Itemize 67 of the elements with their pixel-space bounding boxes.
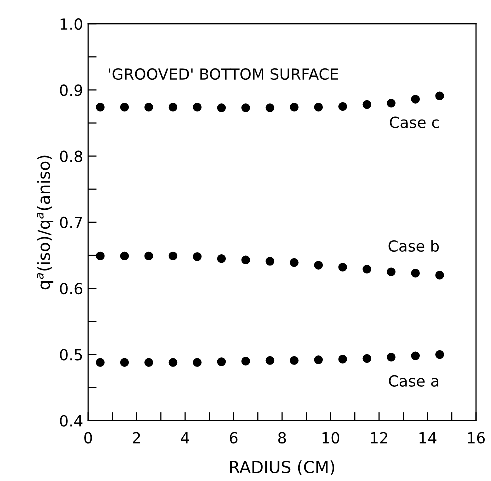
point xyxy=(242,356,250,366)
x-axis-title: RADIUS (CM) xyxy=(230,460,334,476)
point xyxy=(144,103,154,112)
point xyxy=(436,92,444,101)
point xyxy=(168,103,178,112)
point xyxy=(387,268,396,276)
x-tick-label: 2 xyxy=(133,432,140,444)
point xyxy=(338,102,348,112)
point xyxy=(120,103,130,112)
point xyxy=(290,103,299,112)
point xyxy=(436,350,444,360)
x-tick-label: 6 xyxy=(230,432,238,444)
y-tick-label: 0.4 xyxy=(60,415,83,427)
point xyxy=(290,356,299,366)
point xyxy=(242,256,250,265)
point xyxy=(387,99,396,108)
point xyxy=(436,271,444,280)
point xyxy=(362,100,372,110)
x-tick-label: 14 xyxy=(420,432,437,444)
point xyxy=(242,104,250,112)
point xyxy=(193,103,202,112)
point xyxy=(96,358,105,368)
point xyxy=(144,358,154,368)
series-label: Case c xyxy=(390,116,439,128)
point xyxy=(266,257,275,266)
point xyxy=(314,261,324,270)
x-tick-label: 10 xyxy=(322,432,340,444)
point xyxy=(411,352,420,360)
point xyxy=(290,258,299,268)
point xyxy=(411,95,420,104)
point xyxy=(314,103,324,112)
y-tick-label: 1.0 xyxy=(60,18,83,30)
y-tick-label: 0.9 xyxy=(60,84,82,96)
x-tick-label: 0 xyxy=(84,432,92,444)
point xyxy=(217,254,226,264)
y-axis-title: q$^{a}$(iso)/q$^{a}$(aniso) xyxy=(37,156,54,290)
x-tick-label: 12 xyxy=(371,432,388,444)
point xyxy=(266,104,275,112)
y-tick-label: 0.5 xyxy=(60,349,82,361)
annotation: 'GROOVED' BOTTOM SURFACE xyxy=(109,68,338,80)
y-tick-label: 0.7 xyxy=(60,216,82,228)
x-tick-label: 4 xyxy=(181,432,190,444)
series-label: Case a xyxy=(389,375,439,387)
point xyxy=(314,356,324,364)
point xyxy=(362,354,372,364)
point xyxy=(217,104,226,112)
point xyxy=(338,263,348,272)
point xyxy=(168,358,178,368)
point xyxy=(193,358,202,368)
point xyxy=(266,356,275,366)
point xyxy=(411,269,420,278)
x-tick-label: 16 xyxy=(468,432,486,444)
x-tick-label: 8 xyxy=(278,432,286,444)
point xyxy=(144,252,154,261)
point xyxy=(96,252,105,261)
point xyxy=(120,358,130,368)
point xyxy=(362,265,372,274)
point xyxy=(217,358,226,366)
series-label: Case b xyxy=(388,240,440,252)
y-tick-label: 0.8 xyxy=(60,150,82,162)
point xyxy=(193,252,202,262)
point xyxy=(168,252,178,261)
point xyxy=(338,354,348,364)
point xyxy=(387,353,396,362)
y-tick-label: 0.6 xyxy=(60,283,83,295)
point xyxy=(96,103,105,112)
point xyxy=(120,252,130,261)
